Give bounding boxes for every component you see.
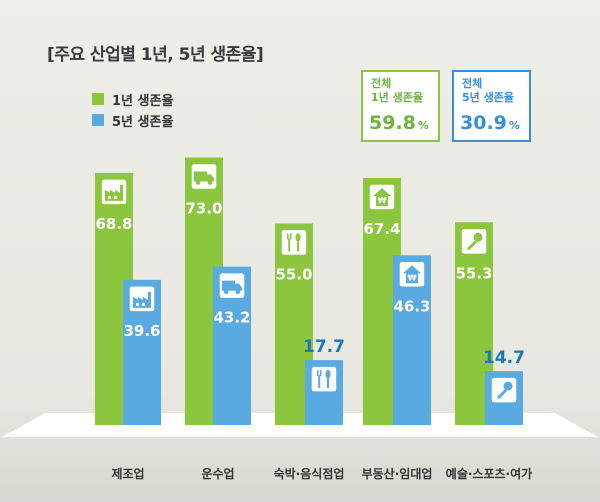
value-label-1year: 55.0 <box>275 265 312 283</box>
category-label: 예술·스포츠·여가 <box>446 466 532 481</box>
summary-box-1year: 전체 1년 생존율 59.8% <box>361 70 440 142</box>
value-label-1year: 67.4 <box>363 220 400 238</box>
summary-unit-5year: % <box>508 119 520 132</box>
category-label: 숙박·음식점업 <box>274 466 345 481</box>
summary-number-5year: 30.9 <box>460 112 507 134</box>
category-label: 부동산·임대업 <box>362 466 433 481</box>
legend-item-1year: 1년 생존율 <box>92 90 174 109</box>
summary-label-5year: 전체 5년 생존율 <box>462 77 514 104</box>
summary-number-1year: 59.8 <box>369 112 416 134</box>
svg-text:₩: ₩ <box>378 196 387 205</box>
value-label-5year: 14.7 <box>483 348 525 368</box>
value-label-5year: 46.3 <box>393 297 430 315</box>
microphone-icon <box>460 227 488 256</box>
house-won-icon: ₩ <box>398 260 426 289</box>
summary-value-1year: 59.8% <box>369 112 429 134</box>
value-label-1year: 55.3 <box>455 264 492 282</box>
category-label: 운수업 <box>201 466 234 481</box>
value-label-1year: 68.8 <box>95 215 132 233</box>
summary-unit-1year: % <box>417 119 429 132</box>
truck-icon <box>218 271 246 300</box>
summary-value-5year: 30.9% <box>460 112 520 134</box>
value-label-5year: 17.7 <box>303 337 345 357</box>
legend-label-5year: 5년 생존율 <box>112 114 174 130</box>
legend-swatch-blue <box>92 114 104 126</box>
value-label-1year: 73.0 <box>185 199 222 217</box>
value-label-5year: 39.6 <box>123 322 160 340</box>
microphone-icon <box>490 376 518 404</box>
svg-text:₩: ₩ <box>408 273 417 282</box>
legend-swatch-green <box>92 93 104 105</box>
legend-item-5year: 5년 생존율 <box>92 111 174 130</box>
bars-layer: 68.8 39.6 73.0 43.2 55.0 17.7 ₩67.4 ₩46.3 55.3 14… <box>95 157 525 425</box>
utensils-icon <box>310 365 338 393</box>
utensils-icon <box>280 228 308 257</box>
truck-icon <box>190 162 218 191</box>
summary-box-5year: 전체 5년 생존율 30.9% <box>452 70 531 142</box>
house-won-icon: ₩ <box>368 183 396 211</box>
factory-icon <box>128 285 156 313</box>
category-label: 제조업 <box>111 467 144 481</box>
legend-label-1year: 1년 생존율 <box>112 93 174 109</box>
summary-label-1year: 전체 1년 생존율 <box>371 77 423 104</box>
factory-icon <box>100 178 128 206</box>
chart-title: [주요 산업별 1년, 5년 생존율] <box>47 45 264 65</box>
value-label-5year: 43.2 <box>213 309 250 327</box>
